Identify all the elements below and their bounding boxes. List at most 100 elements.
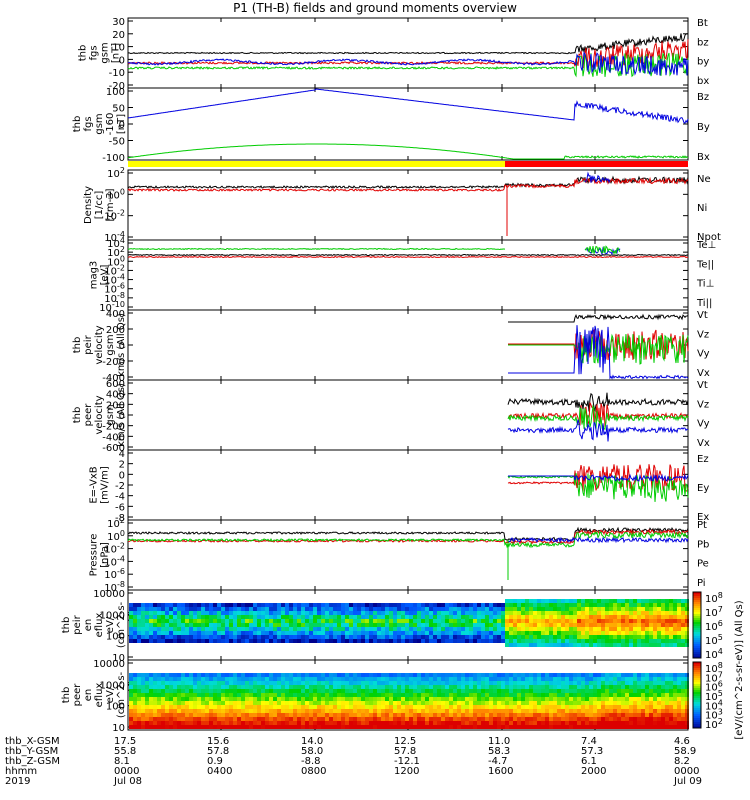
spectrogram-cell bbox=[489, 717, 493, 721]
spectrogram-cell bbox=[193, 615, 197, 619]
spectrogram-cell bbox=[317, 697, 321, 701]
spectrogram-cell bbox=[437, 619, 441, 623]
spectrogram-cell bbox=[613, 673, 617, 677]
spectrogram-cell bbox=[601, 725, 605, 729]
spectrogram-cell bbox=[429, 611, 433, 615]
spectrogram-cell bbox=[289, 635, 293, 639]
spectrogram-cell bbox=[533, 689, 537, 693]
spectrogram-cell bbox=[653, 623, 657, 627]
spectrogram-cell bbox=[533, 599, 537, 603]
spectrogram-cell bbox=[581, 701, 585, 705]
spectrogram-cell bbox=[621, 689, 625, 693]
spectrogram-cell bbox=[433, 677, 437, 681]
spectrogram-cell bbox=[669, 635, 673, 639]
spectrogram-cell bbox=[341, 709, 345, 713]
colorbar-cell bbox=[693, 696, 701, 698]
spectrogram-cell bbox=[297, 635, 301, 639]
spectrogram-cell bbox=[501, 677, 505, 681]
spectrogram-cell bbox=[573, 643, 577, 647]
spectrogram-cell bbox=[605, 689, 609, 693]
spectrogram-cell bbox=[421, 635, 425, 639]
spectrogram-cell bbox=[669, 717, 673, 721]
spectrogram-cell bbox=[213, 631, 217, 635]
spectrogram-cell bbox=[505, 603, 509, 607]
spectrogram-cell bbox=[509, 603, 513, 607]
spectrogram-cell bbox=[621, 627, 625, 631]
spectrogram-cell bbox=[481, 697, 485, 701]
spectrogram-cell bbox=[573, 725, 577, 729]
spectrogram-cell bbox=[401, 725, 405, 729]
spectrogram-cell bbox=[597, 627, 601, 631]
spectrogram-cell bbox=[421, 627, 425, 631]
spectrogram-cell bbox=[249, 673, 253, 677]
spectrogram-cell bbox=[333, 709, 337, 713]
spectrogram-cell bbox=[641, 623, 645, 627]
spectrogram-cell bbox=[429, 639, 433, 643]
spectrogram-cell bbox=[461, 705, 465, 709]
spectrogram-cell bbox=[489, 697, 493, 701]
spectrogram-cell bbox=[205, 713, 209, 717]
spectrogram-cell bbox=[605, 697, 609, 701]
spectrogram-cell bbox=[673, 603, 677, 607]
spectrogram-cell bbox=[177, 635, 181, 639]
spectrogram-cell bbox=[605, 607, 609, 611]
spectrogram-cell bbox=[481, 619, 485, 623]
spectrogram-cell bbox=[237, 713, 241, 717]
spectrogram-cell bbox=[249, 725, 253, 729]
spectrogram-cell bbox=[285, 681, 289, 685]
spectrogram-cell bbox=[297, 721, 301, 725]
spectrogram-cell bbox=[645, 639, 649, 643]
spectrogram-cell bbox=[349, 685, 353, 689]
spectrogram-cell bbox=[237, 639, 241, 643]
spectrogram-cell bbox=[641, 599, 645, 603]
spectrogram-cell bbox=[193, 639, 197, 643]
spectrogram-cell bbox=[661, 697, 665, 701]
spectrogram-cell bbox=[673, 611, 677, 615]
spectrogram-cell bbox=[277, 689, 281, 693]
spectrogram-cell bbox=[373, 705, 377, 709]
colorbar-cell bbox=[693, 718, 701, 720]
spectrogram-cell bbox=[473, 725, 477, 729]
legend-ni-label: Ni bbox=[697, 203, 707, 214]
spectrogram-cell bbox=[205, 681, 209, 685]
spectrogram-cell bbox=[153, 619, 157, 623]
spectrogram-cell bbox=[617, 725, 621, 729]
spectrogram-cell bbox=[349, 681, 353, 685]
spectrogram-cell bbox=[493, 603, 497, 607]
spectrogram-cell bbox=[261, 681, 265, 685]
spectrogram-cell bbox=[609, 721, 613, 725]
spectrogram-cell bbox=[253, 701, 257, 705]
spectrogram-cell bbox=[485, 673, 489, 677]
spectrogram-cell bbox=[389, 705, 393, 709]
spectrogram-cell bbox=[557, 607, 561, 611]
spectrogram-cell bbox=[321, 713, 325, 717]
spectrogram-cell bbox=[533, 639, 537, 643]
spectrogram-cell bbox=[281, 713, 285, 717]
spectrogram-cell bbox=[653, 673, 657, 677]
spectrogram-cell bbox=[209, 705, 213, 709]
spectrogram-cell bbox=[217, 697, 221, 701]
spectrogram-cell bbox=[421, 701, 425, 705]
spectrogram-cell bbox=[377, 611, 381, 615]
spectrogram-cell bbox=[429, 635, 433, 639]
spectrogram-cell bbox=[149, 635, 153, 639]
spectrogram-cell bbox=[189, 701, 193, 705]
spectrogram-cell bbox=[473, 701, 477, 705]
spectrogram-cell bbox=[165, 681, 169, 685]
spectrogram-cell bbox=[625, 721, 629, 725]
spectrogram-cell bbox=[301, 603, 305, 607]
spectrogram-cell bbox=[469, 689, 473, 693]
spectrogram-cell bbox=[213, 713, 217, 717]
spectrogram-cell bbox=[569, 697, 573, 701]
spectrogram-cell bbox=[529, 627, 533, 631]
spectrogram-cell bbox=[409, 631, 413, 635]
spectrogram-cell bbox=[561, 685, 565, 689]
spectrogram-cell bbox=[365, 717, 369, 721]
spectrogram-cell bbox=[289, 607, 293, 611]
spectrogram-cell bbox=[369, 709, 373, 713]
spectrogram-cell bbox=[537, 615, 541, 619]
spectrogram-cell bbox=[549, 627, 553, 631]
spectrogram-cell bbox=[581, 623, 585, 627]
spectrogram-cell bbox=[233, 627, 237, 631]
spectrogram-cell bbox=[281, 627, 285, 631]
